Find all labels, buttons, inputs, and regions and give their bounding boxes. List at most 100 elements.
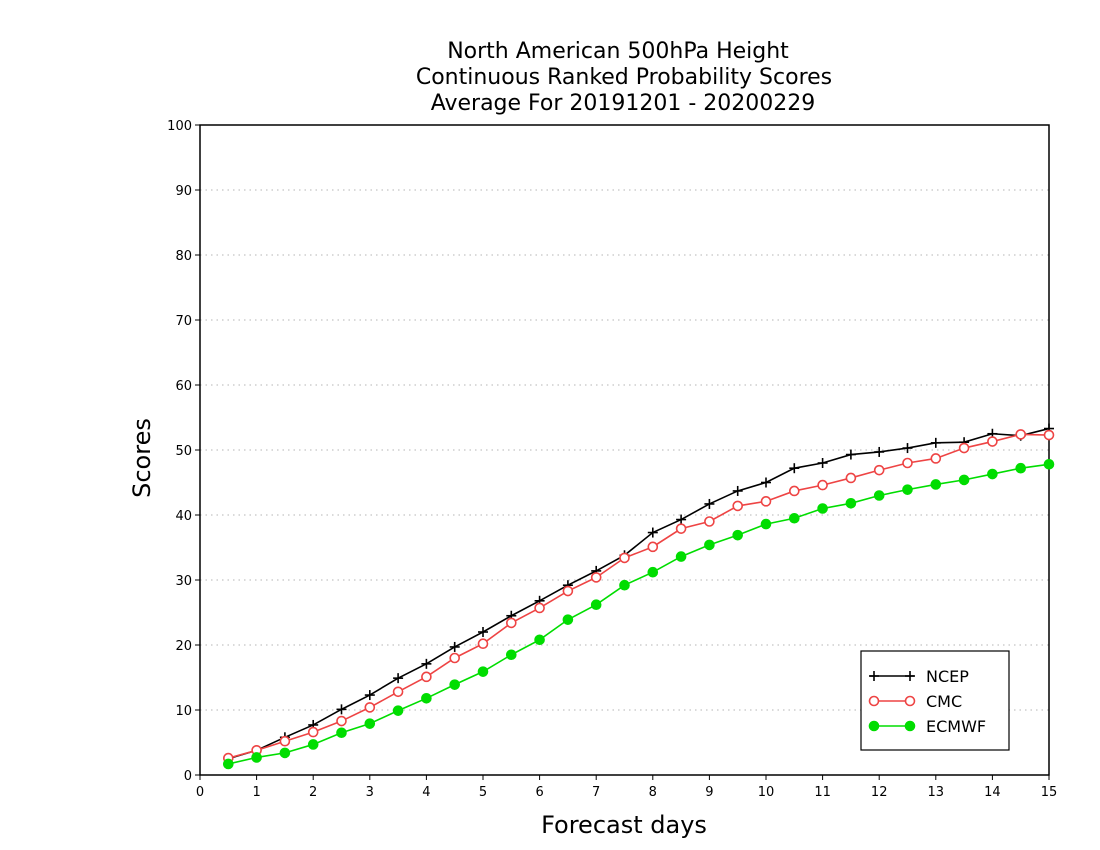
data-point-ecmwf (760, 518, 772, 530)
data-point-ecmwf (817, 503, 828, 514)
data-point-ecmwf (902, 484, 913, 495)
data-point-ecmwf (1015, 462, 1027, 474)
data-point-ecmwf (223, 758, 234, 770)
x-tick-label: 3 (366, 785, 374, 800)
legend-label-ncep: NCEP (926, 667, 969, 686)
data-point-ecmwf (789, 512, 800, 524)
data-point-cmc (307, 726, 319, 738)
data-point-cmc (1015, 429, 1027, 440)
y-tick-label: 30 (175, 574, 192, 589)
x-tick-label: 2 (309, 785, 317, 800)
data-point-ecmwf (647, 566, 659, 578)
data-point-ncep (902, 443, 913, 454)
x-tick-label: 7 (592, 785, 600, 800)
data-point-cmc (788, 485, 800, 497)
legend-marker-ecmwf (868, 720, 880, 732)
data-point-ncep (845, 449, 856, 460)
x-axis-label: Forecast days (541, 811, 707, 839)
data-point-ecmwf (845, 498, 857, 509)
data-point-ecmwf (251, 752, 262, 763)
y-tick-label: 60 (175, 379, 192, 394)
x-tick-label: 5 (479, 785, 487, 800)
series-line-ncep (228, 427, 1050, 760)
legend-marker-cmc (868, 695, 880, 707)
data-point-ecmwf (534, 634, 545, 646)
data-point-ncep (676, 514, 687, 525)
data-point-ecmwf (704, 539, 715, 551)
data-point-cmc (364, 702, 376, 713)
data-point-cmc (647, 541, 659, 553)
data-point-ecmwf (421, 693, 432, 704)
data-point-ecmwf (279, 747, 291, 759)
data-point-ncep (732, 485, 743, 496)
series-ecmwf (223, 459, 1055, 770)
x-tick-label: 8 (649, 785, 657, 800)
data-point-cmc (534, 602, 545, 614)
data-point-cmc (562, 585, 574, 597)
title-line-2: Continuous Ranked Probability Scores (416, 65, 832, 90)
data-point-ncep (704, 498, 715, 509)
data-point-ecmwf (364, 718, 376, 729)
data-point-cmc (817, 479, 828, 491)
x-tick-label: 0 (196, 785, 204, 800)
data-point-cmc (902, 457, 913, 469)
y-tick-label: 40 (175, 509, 192, 524)
data-point-ncep (336, 704, 347, 715)
data-point-ecmwf (732, 529, 744, 541)
gridlines (200, 189, 1049, 711)
data-point-ncep (393, 673, 404, 684)
legend: NCEP CMC ECMWF (860, 650, 1010, 751)
data-point-cmc (873, 464, 885, 476)
data-point-ecmwf (477, 666, 489, 677)
x-tick-label: 1 (252, 785, 260, 800)
y-tick-label: 0 (184, 769, 192, 784)
x-tick-label: 11 (814, 785, 831, 800)
data-point-ncep (930, 437, 941, 448)
data-point-cmc (930, 453, 942, 464)
x-tick-label: 13 (928, 785, 945, 800)
data-point-ncep (874, 446, 885, 457)
data-point-ecmwf (506, 649, 517, 661)
data-point-ecmwf (873, 490, 885, 501)
data-point-cmc (704, 516, 715, 527)
data-point-ecmwf (336, 727, 347, 739)
data-point-cmc (675, 523, 687, 534)
data-point-ncep (789, 463, 800, 474)
x-tick-label: 12 (871, 785, 888, 800)
y-tick-label: 10 (175, 704, 192, 719)
y-tick-label: 70 (175, 314, 192, 329)
data-point-ecmwf (619, 579, 630, 591)
data-point-ecmwf (987, 468, 998, 480)
data-point-cmc (505, 617, 517, 629)
data-point-cmc (279, 735, 291, 747)
chart-title: North American 500hPa Height Continuous … (416, 39, 832, 116)
data-point-ecmwf (1043, 459, 1055, 470)
data-point-ecmwf (392, 705, 404, 716)
y-tick-label: 50 (175, 444, 192, 459)
data-point-ecmwf (958, 474, 970, 486)
legend-marker-ncep (905, 671, 915, 681)
x-tick-label: 15 (1041, 785, 1058, 800)
data-point-ecmwf (449, 679, 461, 690)
legend-marker-ecmwf (904, 720, 916, 732)
data-point-cmc (392, 686, 404, 698)
title-line-1: North American 500hPa Height (447, 39, 789, 64)
data-point-cmc (1043, 429, 1055, 441)
y-tick-label: 90 (175, 184, 192, 199)
data-point-cmc (732, 500, 744, 512)
y-tick-label: 20 (175, 639, 192, 654)
data-point-ncep (647, 527, 658, 538)
data-point-ncep (478, 627, 488, 637)
data-point-ncep (817, 458, 828, 468)
data-point-ncep (421, 658, 432, 669)
data-point-ecmwf (590, 599, 602, 611)
data-point-ecmwf (307, 739, 319, 750)
x-tick-label: 14 (984, 785, 1001, 800)
data-point-cmc (590, 572, 602, 583)
x-tick-label: 9 (705, 785, 713, 800)
x-tick-label: 10 (758, 785, 775, 800)
series-lines (223, 423, 1055, 770)
data-point-ncep (761, 477, 771, 488)
